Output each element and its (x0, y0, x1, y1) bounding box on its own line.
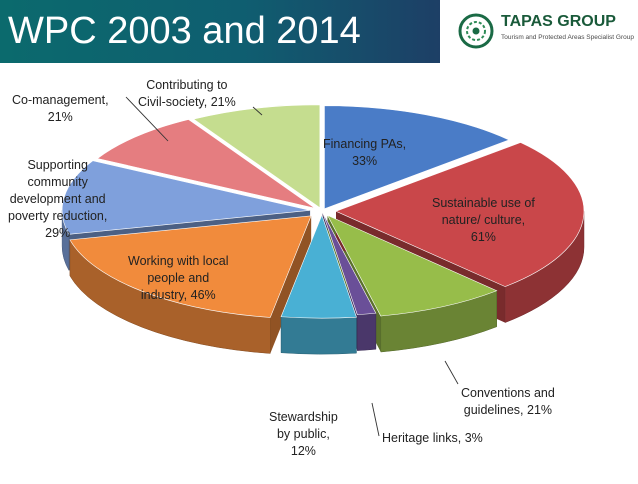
slice-label-stewardship: Stewardship by public, 12% (269, 410, 338, 458)
pie-svg (61, 96, 585, 437)
logo-name: TAPAS GROUP (501, 13, 616, 30)
pie-chart: Financing PAs, 33% Sustainable use of natu… (0, 63, 638, 479)
pie-slice (280, 214, 357, 319)
pie-slice (69, 215, 312, 318)
pie-slice-side (280, 316, 357, 355)
pie-slice (326, 214, 498, 317)
pie-slice-cut-face (270, 215, 312, 354)
pie-slice (335, 142, 585, 287)
slice-label-conventions: Conventions and guidelines, 21% (461, 386, 555, 417)
tapas-logo-icon (458, 13, 494, 49)
pie-slice (61, 160, 311, 235)
slice-label-sustainable-use: Sustainable use of nature/ culture, 61% (432, 196, 535, 244)
slide-title: WPC 2003 and 2014 (8, 10, 361, 52)
label-leader-line (252, 106, 263, 116)
label-leader-line (371, 402, 380, 437)
pie-tops (61, 104, 585, 319)
header: WPC 2003 and 2014 TAPAS GROUP Tourism an… (0, 0, 638, 63)
slice-label-supporting-community: Supporting community development and povert… (8, 158, 108, 240)
pie-slice-side (357, 312, 377, 351)
slice-label-heritage: Heritage links, 3% (382, 431, 483, 445)
logo-area: TAPAS GROUP Tourism and Protected Areas … (440, 0, 638, 63)
slice-label-financing: Financing PAs, 33% (323, 137, 407, 168)
label-leader-line (444, 360, 459, 385)
label-leader-line (125, 96, 169, 142)
title-band: WPC 2003 and 2014 (0, 0, 440, 63)
slice-label-working-local: Working with local people and industry, 46… (128, 254, 229, 302)
pie-slice (324, 105, 510, 210)
pie-slice (96, 119, 315, 209)
slice-label-civil-society: Contributing to Civil-society, 21% (138, 78, 236, 109)
logo-tagline: Tourism and Protected Areas Specialist G… (501, 34, 634, 41)
slice-label-co-management: Co-management, 21% (12, 93, 109, 124)
pie-slice (322, 212, 377, 315)
